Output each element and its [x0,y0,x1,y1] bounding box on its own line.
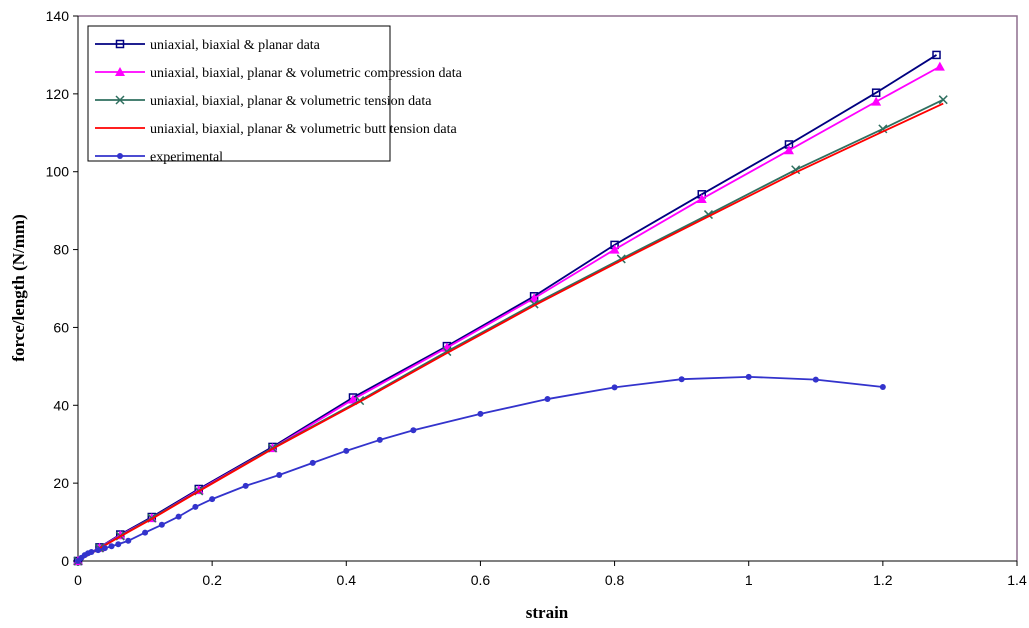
marker [115,95,125,105]
legend-label: uniaxial, biaxial & planar data [150,38,321,53]
x-tick-label: 0.2 [202,572,222,588]
marker [410,427,417,434]
marker [347,394,358,404]
marker [745,373,752,380]
marker [175,513,182,520]
marker [938,95,948,105]
y-tick-label: 0 [61,553,69,569]
marker [242,482,249,489]
marker [309,459,316,466]
legend-label: uniaxial, biaxial, planar & volumetric c… [150,66,463,81]
y-tick-label: 80 [53,242,69,258]
x-tick-label: 0.8 [605,572,625,588]
legend-label: uniaxial, biaxial, planar & volumetric b… [150,122,458,137]
marker [117,153,123,159]
marker [115,67,125,76]
marker [871,88,881,97]
marker [209,496,216,503]
x-tick-label: 1 [745,572,753,588]
marker [192,503,199,510]
marker [142,529,149,536]
marker [529,293,540,303]
marker [783,145,794,155]
series-line [77,102,944,562]
x-tick-label: 1.4 [1007,572,1027,588]
marker [343,447,350,454]
x-tick-label: 0 [74,572,82,588]
y-tick-label: 140 [46,8,70,24]
y-tick-label: 60 [53,319,69,335]
marker [125,537,132,544]
marker [611,384,618,391]
y-tick-label: 20 [53,475,69,491]
y-tick-label: 120 [46,86,70,102]
marker [88,549,95,556]
marker [115,541,122,548]
y-tick-label: 100 [46,164,70,180]
marker [878,124,888,134]
marker [477,410,484,417]
marker [879,383,886,390]
marker [101,545,108,552]
legend-box [87,25,391,162]
marker [932,50,941,60]
x-axis-label: strain [526,603,569,622]
legend-label: experimental [150,150,223,165]
plot-border [78,15,1018,561]
marker [158,521,165,528]
x-tick-label: 0.4 [337,572,357,588]
marker [376,436,383,443]
marker [108,543,115,550]
series-line [77,98,944,562]
marker [812,376,819,383]
marker [609,244,620,254]
marker [678,376,685,383]
marker [544,396,551,403]
marker [871,96,882,106]
marker [115,39,125,49]
x-tick-label: 1.2 [873,572,893,588]
y-tick-label: 40 [53,397,69,413]
x-tick-label: 0.6 [471,572,491,588]
marker [934,61,945,71]
y-axis-label: force/length (N/mm) [9,214,28,361]
legend-label: uniaxial, biaxial, planar & volumetric t… [150,94,432,109]
marker [791,165,801,175]
series-line [77,375,883,562]
marker [276,471,283,478]
marker [95,547,102,554]
marker [696,193,707,203]
